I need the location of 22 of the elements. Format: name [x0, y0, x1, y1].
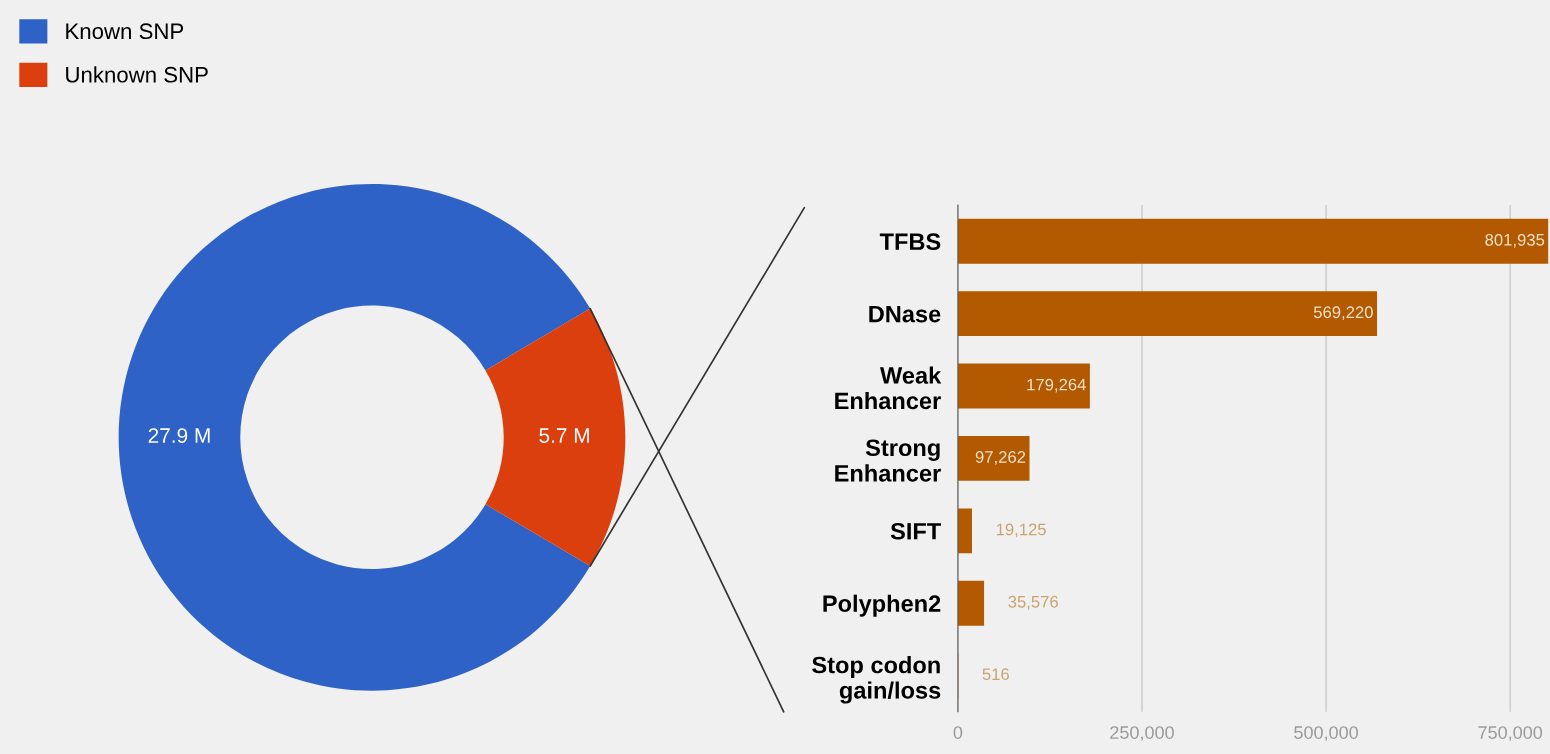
data-label: 27.9 M	[148, 428, 210, 443]
x-tick-label: 0	[953, 726, 963, 739]
legend-label: Unknown SNP	[66, 66, 208, 83]
x-tick-label: 250,000	[1110, 726, 1174, 742]
data-label: 179,264	[1027, 378, 1086, 393]
x-tick-label: 750,000	[1478, 726, 1543, 742]
legend-label: Known SNP	[66, 23, 184, 40]
data-label: 19,125	[996, 523, 1046, 538]
data-label: 97,262	[975, 451, 1026, 465]
y-tick-label: Weak Enhancer	[835, 366, 942, 410]
y-tick-label: SIFT	[890, 522, 941, 540]
data-label: 5.7 M	[539, 428, 589, 443]
y-tick-label: Stop codon gain/loss	[812, 656, 941, 704]
data-label: 35,576	[1008, 595, 1058, 610]
y-tick-label: Polyphen2	[823, 594, 941, 617]
y-tick-label: DNase	[869, 305, 941, 323]
y-tick-label: TFBS	[879, 233, 941, 251]
data-label: 516	[982, 668, 1009, 681]
data-label: 569,220	[1313, 306, 1373, 321]
y-tick-label: Strong Enhancer	[835, 439, 941, 482]
x-tick-label: 500,000	[1294, 726, 1358, 742]
data-label: 801,935	[1485, 233, 1545, 248]
